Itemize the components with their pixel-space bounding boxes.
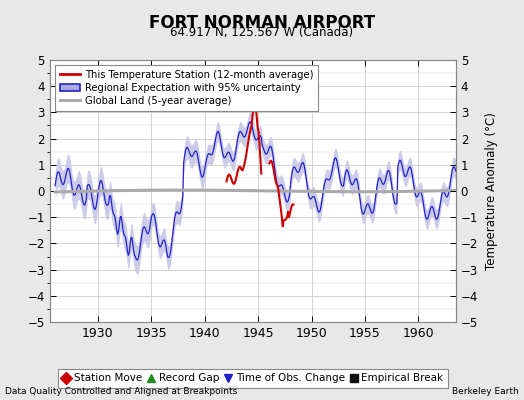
Text: Data Quality Controlled and Aligned at Breakpoints: Data Quality Controlled and Aligned at B… <box>5 387 237 396</box>
Legend: Station Move, Record Gap, Time of Obs. Change, Empirical Break: Station Move, Record Gap, Time of Obs. C… <box>58 369 447 388</box>
Text: 64.917 N, 125.567 W (Canada): 64.917 N, 125.567 W (Canada) <box>170 26 354 39</box>
Text: Berkeley Earth: Berkeley Earth <box>452 387 519 396</box>
Text: FORT NORMAN AIRPORT: FORT NORMAN AIRPORT <box>149 14 375 32</box>
Y-axis label: Temperature Anomaly (°C): Temperature Anomaly (°C) <box>485 112 498 270</box>
